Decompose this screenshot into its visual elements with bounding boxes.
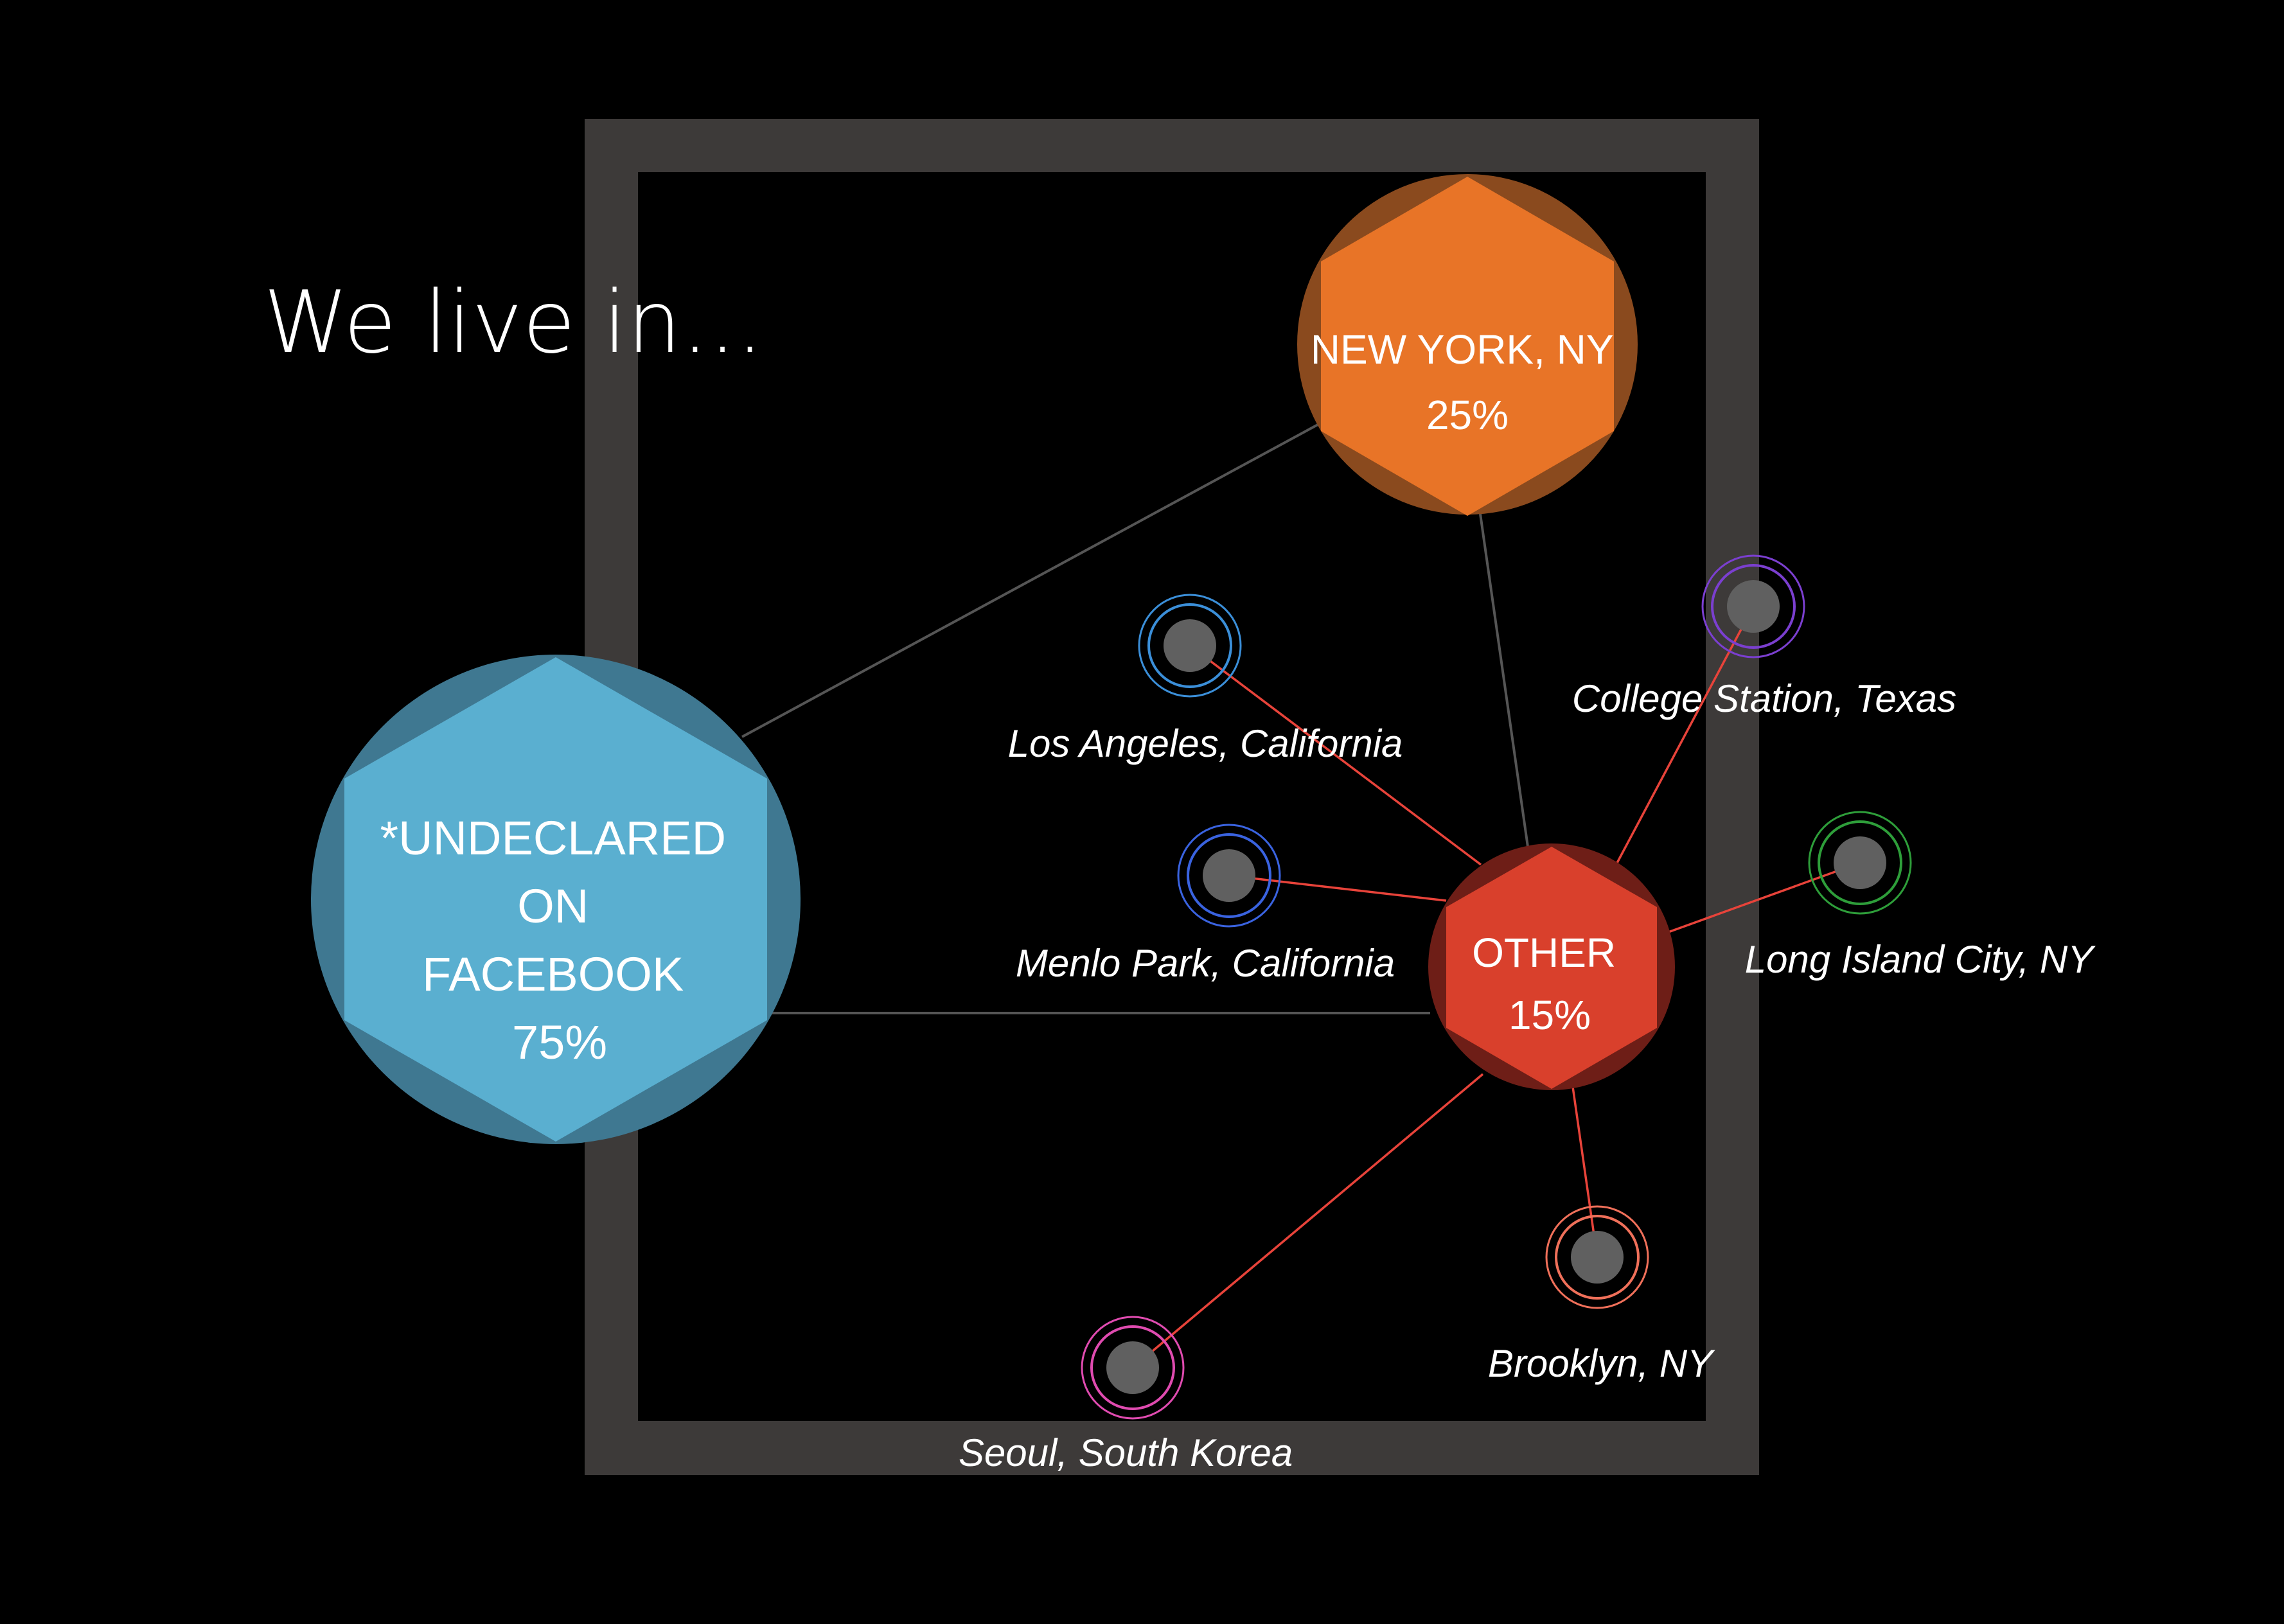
link-other-brooklyn bbox=[1571, 1086, 1598, 1258]
city-node-menlo-park bbox=[1177, 824, 1281, 928]
city-ring-outer bbox=[1701, 554, 1805, 658]
city-label-seoul: Seoul, South Korea bbox=[959, 1431, 1293, 1474]
hub-new-york: NEW YORK, NY 25% bbox=[1297, 174, 1638, 516]
city-node-brooklyn bbox=[1545, 1205, 1649, 1309]
hub-other: OTHER 15% bbox=[1428, 843, 1675, 1090]
link-undeclared-newyork bbox=[741, 423, 1320, 738]
city-ring-outer bbox=[1545, 1205, 1649, 1309]
city-ring-inner bbox=[1555, 1215, 1640, 1300]
city-ring-inner bbox=[1187, 833, 1271, 918]
link-other-seoul bbox=[1131, 1073, 1484, 1369]
hub-new-york-label: NEW YORK, NY 25% bbox=[1311, 326, 1624, 438]
hub-undeclared-line-3: FACEBOOK bbox=[422, 948, 684, 1001]
city-label-long-island-city: Long Island City, NY bbox=[1745, 938, 2096, 981]
city-label-los-angeles: Los Angeles, California bbox=[1008, 722, 1403, 765]
link-other-los-angeles bbox=[1189, 644, 1482, 866]
hub-other-name: OTHER bbox=[1472, 930, 1616, 976]
hub-undeclared-label: *UNDECLARED ON FACEBOOK 75% bbox=[380, 811, 739, 1069]
city-ring-outer bbox=[1808, 811, 1912, 915]
hub-undeclared: *UNDECLARED ON FACEBOOK 75% bbox=[311, 655, 801, 1144]
link-other-college-station bbox=[1615, 606, 1755, 865]
city-dot bbox=[1571, 1231, 1624, 1284]
hub-undeclared-line-2: ON bbox=[517, 879, 589, 933]
city-label-menlo-park: Menlo Park, California bbox=[1016, 942, 1395, 985]
city-node-los-angeles bbox=[1138, 594, 1242, 698]
hub-links bbox=[741, 423, 1529, 1014]
hub-new-york-name: NEW YORK, NY bbox=[1311, 326, 1613, 373]
city-ring-outer bbox=[1081, 1316, 1185, 1420]
city-dot bbox=[1106, 1341, 1159, 1394]
city-ring-inner bbox=[1818, 820, 1902, 905]
link-newyork-other bbox=[1479, 513, 1529, 847]
hub-other-hexagon bbox=[1446, 847, 1657, 1089]
city-ring-inner bbox=[1090, 1325, 1175, 1410]
city-label-college-station: College Station, Texas bbox=[1572, 677, 1956, 720]
city-ring-outer bbox=[1138, 594, 1242, 698]
city-node-long-island-city bbox=[1808, 811, 1912, 915]
link-other-long-island-city bbox=[1666, 861, 1861, 934]
city-ring-inner bbox=[1711, 564, 1796, 649]
city-label-brooklyn: Brooklyn, NY bbox=[1488, 1342, 1715, 1385]
city-links bbox=[1131, 606, 1861, 1369]
hub-undeclared-line-1: *UNDECLARED bbox=[380, 811, 726, 865]
city-dot bbox=[1203, 849, 1255, 902]
city-node-seoul bbox=[1081, 1316, 1185, 1420]
hub-other-label: OTHER 15% bbox=[1472, 930, 1627, 1038]
city-dot bbox=[1727, 580, 1780, 633]
city-node-college-station bbox=[1701, 554, 1805, 658]
city-ring-inner bbox=[1147, 603, 1232, 688]
slide-title: We live in... bbox=[263, 272, 763, 373]
city-ring-outer bbox=[1177, 824, 1281, 928]
hub-new-york-hexagon bbox=[1321, 177, 1614, 516]
hub-other-percent: 15% bbox=[1509, 992, 1591, 1038]
city-dot bbox=[1164, 619, 1216, 672]
hub-undeclared-percent: 75% bbox=[512, 1016, 607, 1069]
city-dot bbox=[1834, 836, 1886, 889]
hub-new-york-percent: 25% bbox=[1426, 392, 1509, 438]
hub-undeclared-hexagon bbox=[344, 657, 767, 1142]
link-other-menlo-park bbox=[1228, 874, 1447, 902]
